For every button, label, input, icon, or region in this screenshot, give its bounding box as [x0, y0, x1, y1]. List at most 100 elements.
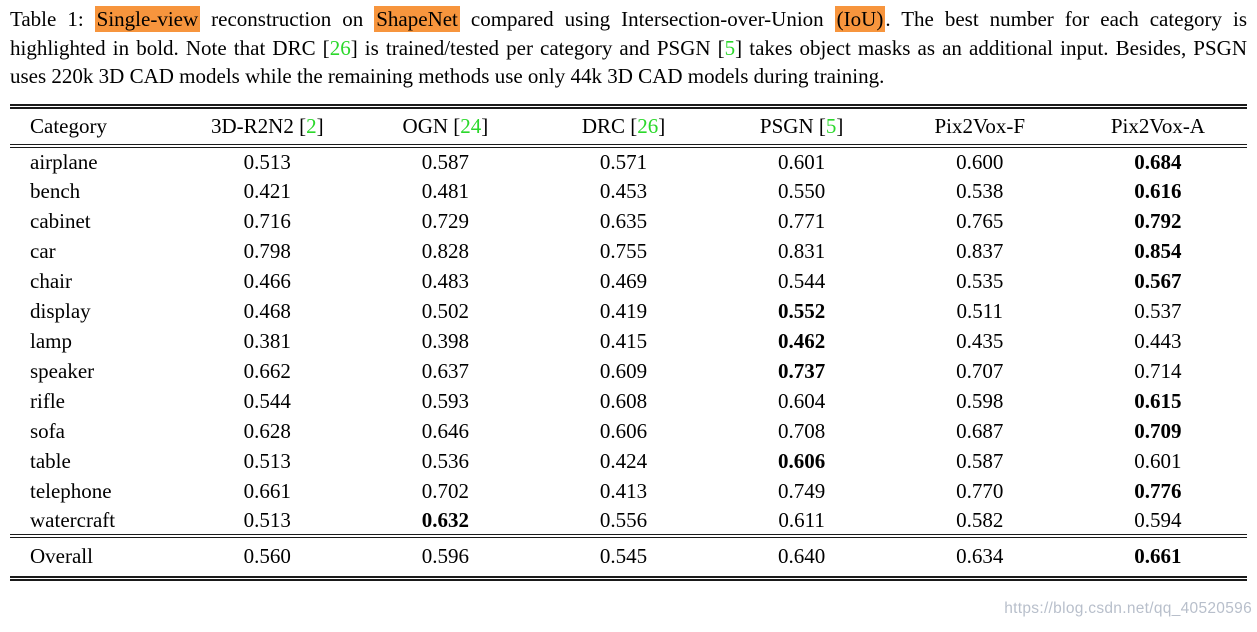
value-cell-best: 0.776 — [1134, 478, 1182, 503]
value-cell: 0.707 — [956, 358, 1004, 383]
value-cell: 0.608 — [599, 388, 648, 413]
highlighted-text: ShapeNet — [374, 6, 460, 32]
citation-number: 5 — [724, 35, 736, 60]
value-cell: 0.609 — [599, 358, 648, 383]
citation-number: 26 — [637, 113, 659, 138]
value-cell: 0.708 — [778, 418, 826, 443]
value-cell: 0.556 — [599, 507, 648, 532]
table-row: lamp 0.381 0.398 0.415 0.462 0.435 0.443 — [10, 326, 1247, 356]
table-row: bench 0.421 0.481 0.453 0.550 0.538 0.616 — [10, 176, 1247, 206]
table-row: speaker 0.662 0.637 0.609 0.737 0.707 0.714 — [10, 356, 1247, 386]
table-row: watercraft 0.513 0.632 0.556 0.611 0.582 0.594 — [10, 506, 1247, 536]
table-row: rifle 0.544 0.593 0.608 0.604 0.598 0.615 — [10, 386, 1247, 416]
value-cell: 0.600 — [956, 149, 1004, 174]
value-cell-best: 0.661 — [1068, 534, 1247, 578]
value-cell: 0.513 — [243, 448, 291, 473]
category-cell: Overall — [10, 534, 179, 578]
caption-text: Table 1: — [10, 7, 95, 31]
value-cell: 0.837 — [956, 238, 1004, 263]
value-cell-best: 0.854 — [1134, 238, 1182, 263]
value-cell: 0.502 — [421, 298, 470, 323]
value-cell: 0.771 — [778, 208, 826, 233]
caption-text: reconstruction on — [200, 7, 375, 31]
citation-number: 5 — [825, 113, 837, 138]
value-cell: 0.662 — [243, 358, 291, 383]
value-cell: 0.381 — [243, 328, 291, 353]
table-row: display 0.468 0.502 0.419 0.552 0.511 0.537 — [10, 296, 1247, 326]
category-cell: airplane — [30, 149, 98, 174]
value-cell: 0.538 — [956, 178, 1004, 203]
overall-row: Overall 0.560 0.596 0.545 0.640 0.634 0.661 — [10, 534, 1247, 578]
value-cell: 0.634 — [890, 534, 1069, 578]
value-cell-best: 0.606 — [778, 448, 826, 473]
citation-number: 26 — [329, 35, 351, 60]
citation-number: 24 — [460, 113, 482, 138]
category-cell: speaker — [30, 358, 95, 383]
table-row: chair 0.466 0.483 0.469 0.544 0.535 0.567 — [10, 266, 1247, 296]
caption-text: ] takes object masks as an additional in… — [10, 35, 1247, 89]
value-cell-best: 0.462 — [778, 328, 826, 353]
table-row: car 0.798 0.828 0.755 0.831 0.837 0.854 — [10, 236, 1247, 266]
value-cell: 0.749 — [778, 478, 826, 503]
value-cell: 0.537 — [1134, 298, 1182, 323]
value-cell: 0.544 — [243, 388, 291, 413]
table-row: table 0.513 0.536 0.424 0.606 0.587 0.601 — [10, 446, 1247, 476]
value-cell: 0.419 — [599, 298, 648, 323]
value-cell: 0.398 — [421, 328, 470, 353]
watermark-url: https://blog.csdn.net/qq_40520596 — [1004, 600, 1252, 617]
value-cell: 0.593 — [421, 388, 470, 413]
value-cell: 0.466 — [243, 268, 291, 293]
value-cell: 0.483 — [421, 268, 470, 293]
category-cell: chair — [30, 268, 72, 293]
table-footer: Overall 0.560 0.596 0.545 0.640 0.634 0.661 — [10, 534, 1247, 578]
value-cell: 0.587 — [956, 448, 1004, 473]
value-cell-best: 0.632 — [421, 507, 470, 532]
caption-text: ] is trained/tested per category and PSG… — [350, 35, 725, 60]
value-cell: 0.468 — [243, 298, 291, 323]
value-cell: 0.453 — [599, 178, 648, 203]
value-cell: 0.640 — [712, 534, 891, 578]
value-cell: 0.535 — [956, 268, 1004, 293]
value-cell: 0.481 — [421, 178, 470, 203]
column-header-pix2vox-a: Pix2Vox-A — [1068, 106, 1247, 148]
caption-text: compared using Intersection-over-Union — [459, 7, 835, 31]
category-cell: table — [30, 448, 71, 473]
value-cell: 0.421 — [243, 178, 291, 203]
value-cell: 0.606 — [599, 418, 648, 443]
highlighted-text: Single-view — [94, 6, 201, 32]
value-cell: 0.424 — [599, 448, 648, 473]
value-cell: 0.469 — [599, 268, 648, 293]
value-cell: 0.611 — [778, 507, 825, 532]
value-cell: 0.513 — [243, 149, 291, 174]
header-row: Category 3D-R2N2 [2] OGN [24] DRC [26] PSGN … — [10, 106, 1247, 148]
value-cell: 0.594 — [1134, 507, 1182, 532]
value-cell: 0.582 — [956, 507, 1004, 532]
citation-number: 2 — [306, 113, 317, 138]
value-cell-best: 0.552 — [778, 298, 826, 323]
table-row: telephone 0.661 0.702 0.413 0.749 0.770 0.776 — [10, 476, 1247, 506]
value-cell: 0.443 — [1134, 328, 1182, 353]
value-cell: 0.635 — [599, 208, 648, 233]
value-cell: 0.513 — [243, 507, 291, 532]
category-cell: watercraft — [30, 507, 116, 532]
category-cell: sofa — [30, 418, 65, 443]
value-cell: 0.413 — [599, 478, 648, 503]
value-cell-best: 0.615 — [1134, 388, 1182, 413]
value-cell: 0.571 — [599, 149, 648, 174]
table-body: airplane 0.513 0.587 0.571 0.601 0.600 0.684 be… — [10, 146, 1247, 536]
value-cell: 0.661 — [243, 478, 291, 503]
category-cell: display — [30, 298, 91, 323]
value-cell-best: 0.616 — [1134, 178, 1182, 203]
column-header-drc: DRC [26] — [534, 106, 713, 148]
value-cell: 0.587 — [421, 149, 470, 174]
value-cell: 0.687 — [956, 418, 1004, 443]
results-table: Category 3D-R2N2 [2] OGN [24] DRC [26] PSGN … — [10, 103, 1247, 581]
value-cell: 0.637 — [421, 358, 470, 383]
value-cell: 0.511 — [956, 298, 1004, 323]
value-cell: 0.765 — [956, 208, 1004, 233]
value-cell: 0.702 — [421, 478, 470, 503]
category-cell: car — [30, 238, 56, 263]
column-header-psgn: PSGN [5] — [712, 106, 891, 148]
value-cell-best: 0.709 — [1134, 418, 1182, 443]
value-cell-best: 0.567 — [1134, 268, 1182, 293]
